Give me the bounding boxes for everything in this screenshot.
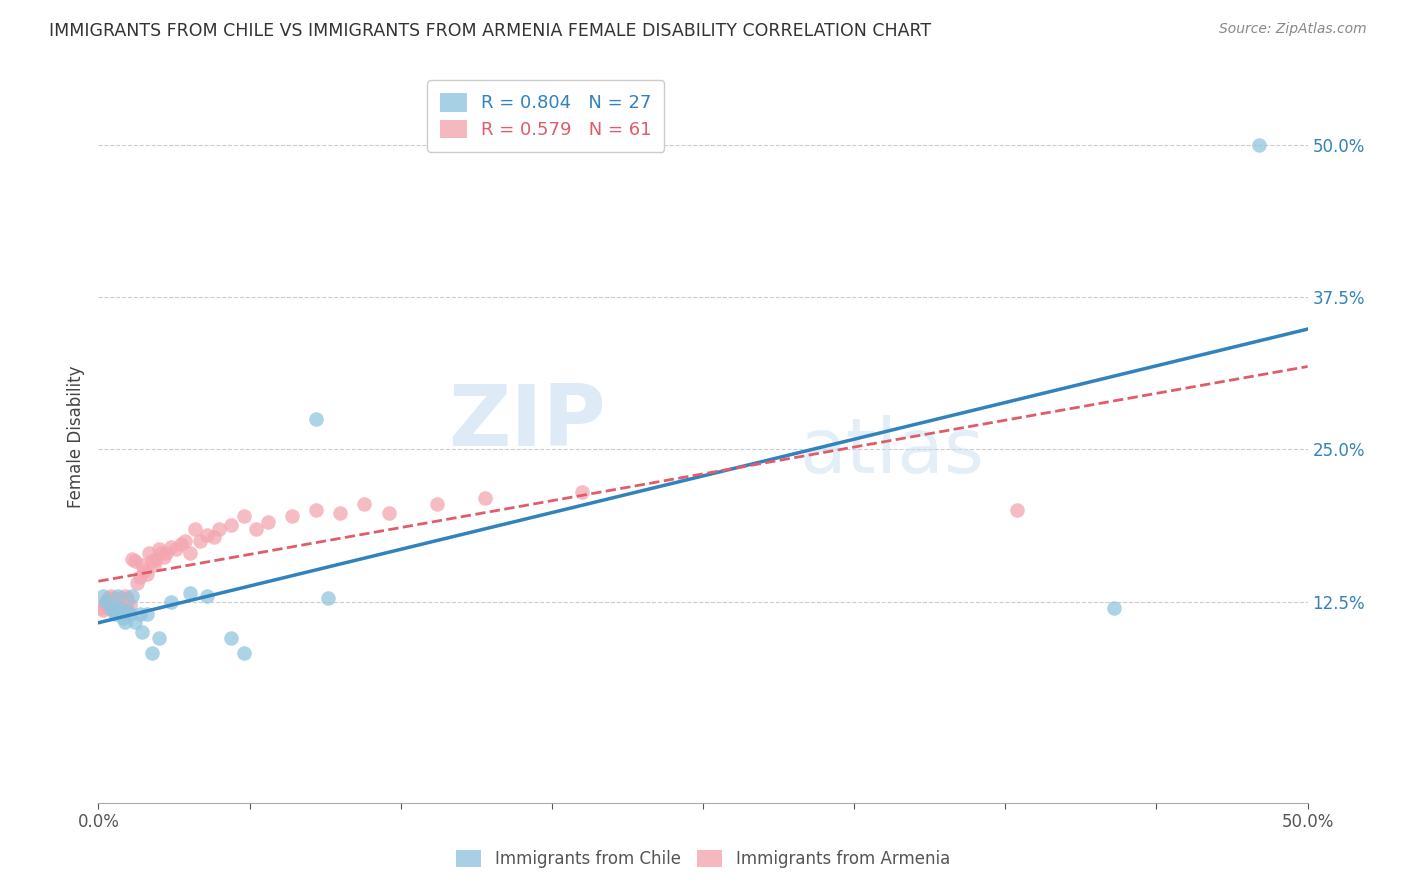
Point bbox=[208, 521, 231, 535]
Point bbox=[104, 600, 127, 615]
Point bbox=[108, 600, 131, 615]
Point bbox=[101, 591, 124, 605]
Point bbox=[138, 546, 160, 560]
Point bbox=[108, 600, 131, 615]
Legend: Immigrants from Chile, Immigrants from Armenia: Immigrants from Chile, Immigrants from A… bbox=[450, 843, 956, 875]
Point bbox=[329, 506, 352, 520]
Point bbox=[101, 603, 124, 617]
Point bbox=[118, 607, 141, 621]
Point bbox=[124, 554, 146, 568]
Point bbox=[152, 549, 174, 564]
Point bbox=[114, 615, 136, 630]
Point bbox=[91, 603, 114, 617]
Point bbox=[128, 570, 150, 584]
Point bbox=[143, 558, 166, 573]
Point bbox=[100, 589, 122, 603]
Point bbox=[221, 632, 243, 646]
Point bbox=[160, 540, 183, 554]
Point bbox=[124, 615, 146, 630]
Point bbox=[174, 533, 197, 548]
Point bbox=[474, 491, 496, 505]
Point bbox=[128, 607, 150, 621]
Point bbox=[118, 599, 141, 613]
Point bbox=[1007, 503, 1029, 517]
Point bbox=[104, 607, 127, 621]
Point bbox=[107, 603, 129, 617]
Point bbox=[155, 546, 177, 560]
Point bbox=[107, 594, 129, 608]
Point bbox=[97, 600, 120, 615]
Point bbox=[1249, 137, 1271, 152]
Point bbox=[114, 589, 136, 603]
Point bbox=[281, 509, 304, 524]
Point bbox=[377, 506, 399, 520]
Point bbox=[134, 564, 156, 578]
Point bbox=[111, 600, 134, 615]
Point bbox=[91, 589, 114, 603]
Point bbox=[426, 497, 449, 511]
Point bbox=[169, 537, 191, 551]
Point bbox=[135, 607, 157, 621]
Point bbox=[97, 591, 120, 605]
Point bbox=[131, 558, 153, 573]
Point bbox=[111, 610, 134, 624]
Point bbox=[100, 594, 122, 608]
Point bbox=[256, 516, 278, 530]
Point bbox=[107, 589, 129, 603]
Point bbox=[111, 594, 134, 608]
Point bbox=[305, 412, 328, 426]
Point bbox=[165, 542, 187, 557]
Text: Source: ZipAtlas.com: Source: ZipAtlas.com bbox=[1219, 22, 1367, 37]
Point bbox=[204, 530, 226, 544]
Point bbox=[305, 503, 328, 517]
Point bbox=[232, 509, 254, 524]
Text: IMMIGRANTS FROM CHILE VS IMMIGRANTS FROM ARMENIA FEMALE DISABILITY CORRELATION C: IMMIGRANTS FROM CHILE VS IMMIGRANTS FROM… bbox=[49, 22, 931, 40]
Point bbox=[117, 594, 139, 608]
Text: ZIP: ZIP bbox=[449, 381, 606, 464]
Legend: R = 0.804   N = 27, R = 0.579   N = 61: R = 0.804 N = 27, R = 0.579 N = 61 bbox=[427, 80, 665, 152]
Point bbox=[160, 594, 183, 608]
Point bbox=[101, 603, 124, 617]
Point bbox=[127, 576, 149, 591]
Point bbox=[94, 599, 117, 613]
Point bbox=[179, 546, 201, 560]
Point bbox=[94, 594, 117, 608]
Point bbox=[104, 594, 127, 608]
Point bbox=[100, 600, 122, 615]
Point bbox=[148, 632, 170, 646]
Point bbox=[316, 591, 339, 605]
Point bbox=[90, 600, 112, 615]
Point bbox=[188, 533, 211, 548]
Point bbox=[135, 566, 157, 581]
Point bbox=[150, 546, 173, 560]
Point bbox=[179, 586, 201, 600]
Point bbox=[117, 603, 139, 617]
Point bbox=[184, 521, 207, 535]
Point bbox=[131, 625, 153, 640]
Point bbox=[1102, 600, 1125, 615]
Point bbox=[145, 552, 167, 566]
Point bbox=[148, 542, 170, 557]
Point bbox=[221, 517, 243, 532]
Point bbox=[121, 552, 143, 566]
Y-axis label: Female Disability: Female Disability bbox=[66, 366, 84, 508]
Point bbox=[245, 521, 267, 535]
Point bbox=[571, 485, 593, 500]
Point bbox=[121, 589, 143, 603]
Point bbox=[195, 589, 218, 603]
Point bbox=[108, 591, 131, 605]
Point bbox=[195, 527, 218, 541]
Text: atlas: atlas bbox=[800, 415, 984, 489]
Point bbox=[117, 591, 139, 605]
Point bbox=[353, 497, 375, 511]
Point bbox=[232, 646, 254, 660]
Point bbox=[141, 646, 163, 660]
Point bbox=[114, 603, 136, 617]
Point bbox=[141, 554, 163, 568]
Point bbox=[94, 594, 117, 608]
